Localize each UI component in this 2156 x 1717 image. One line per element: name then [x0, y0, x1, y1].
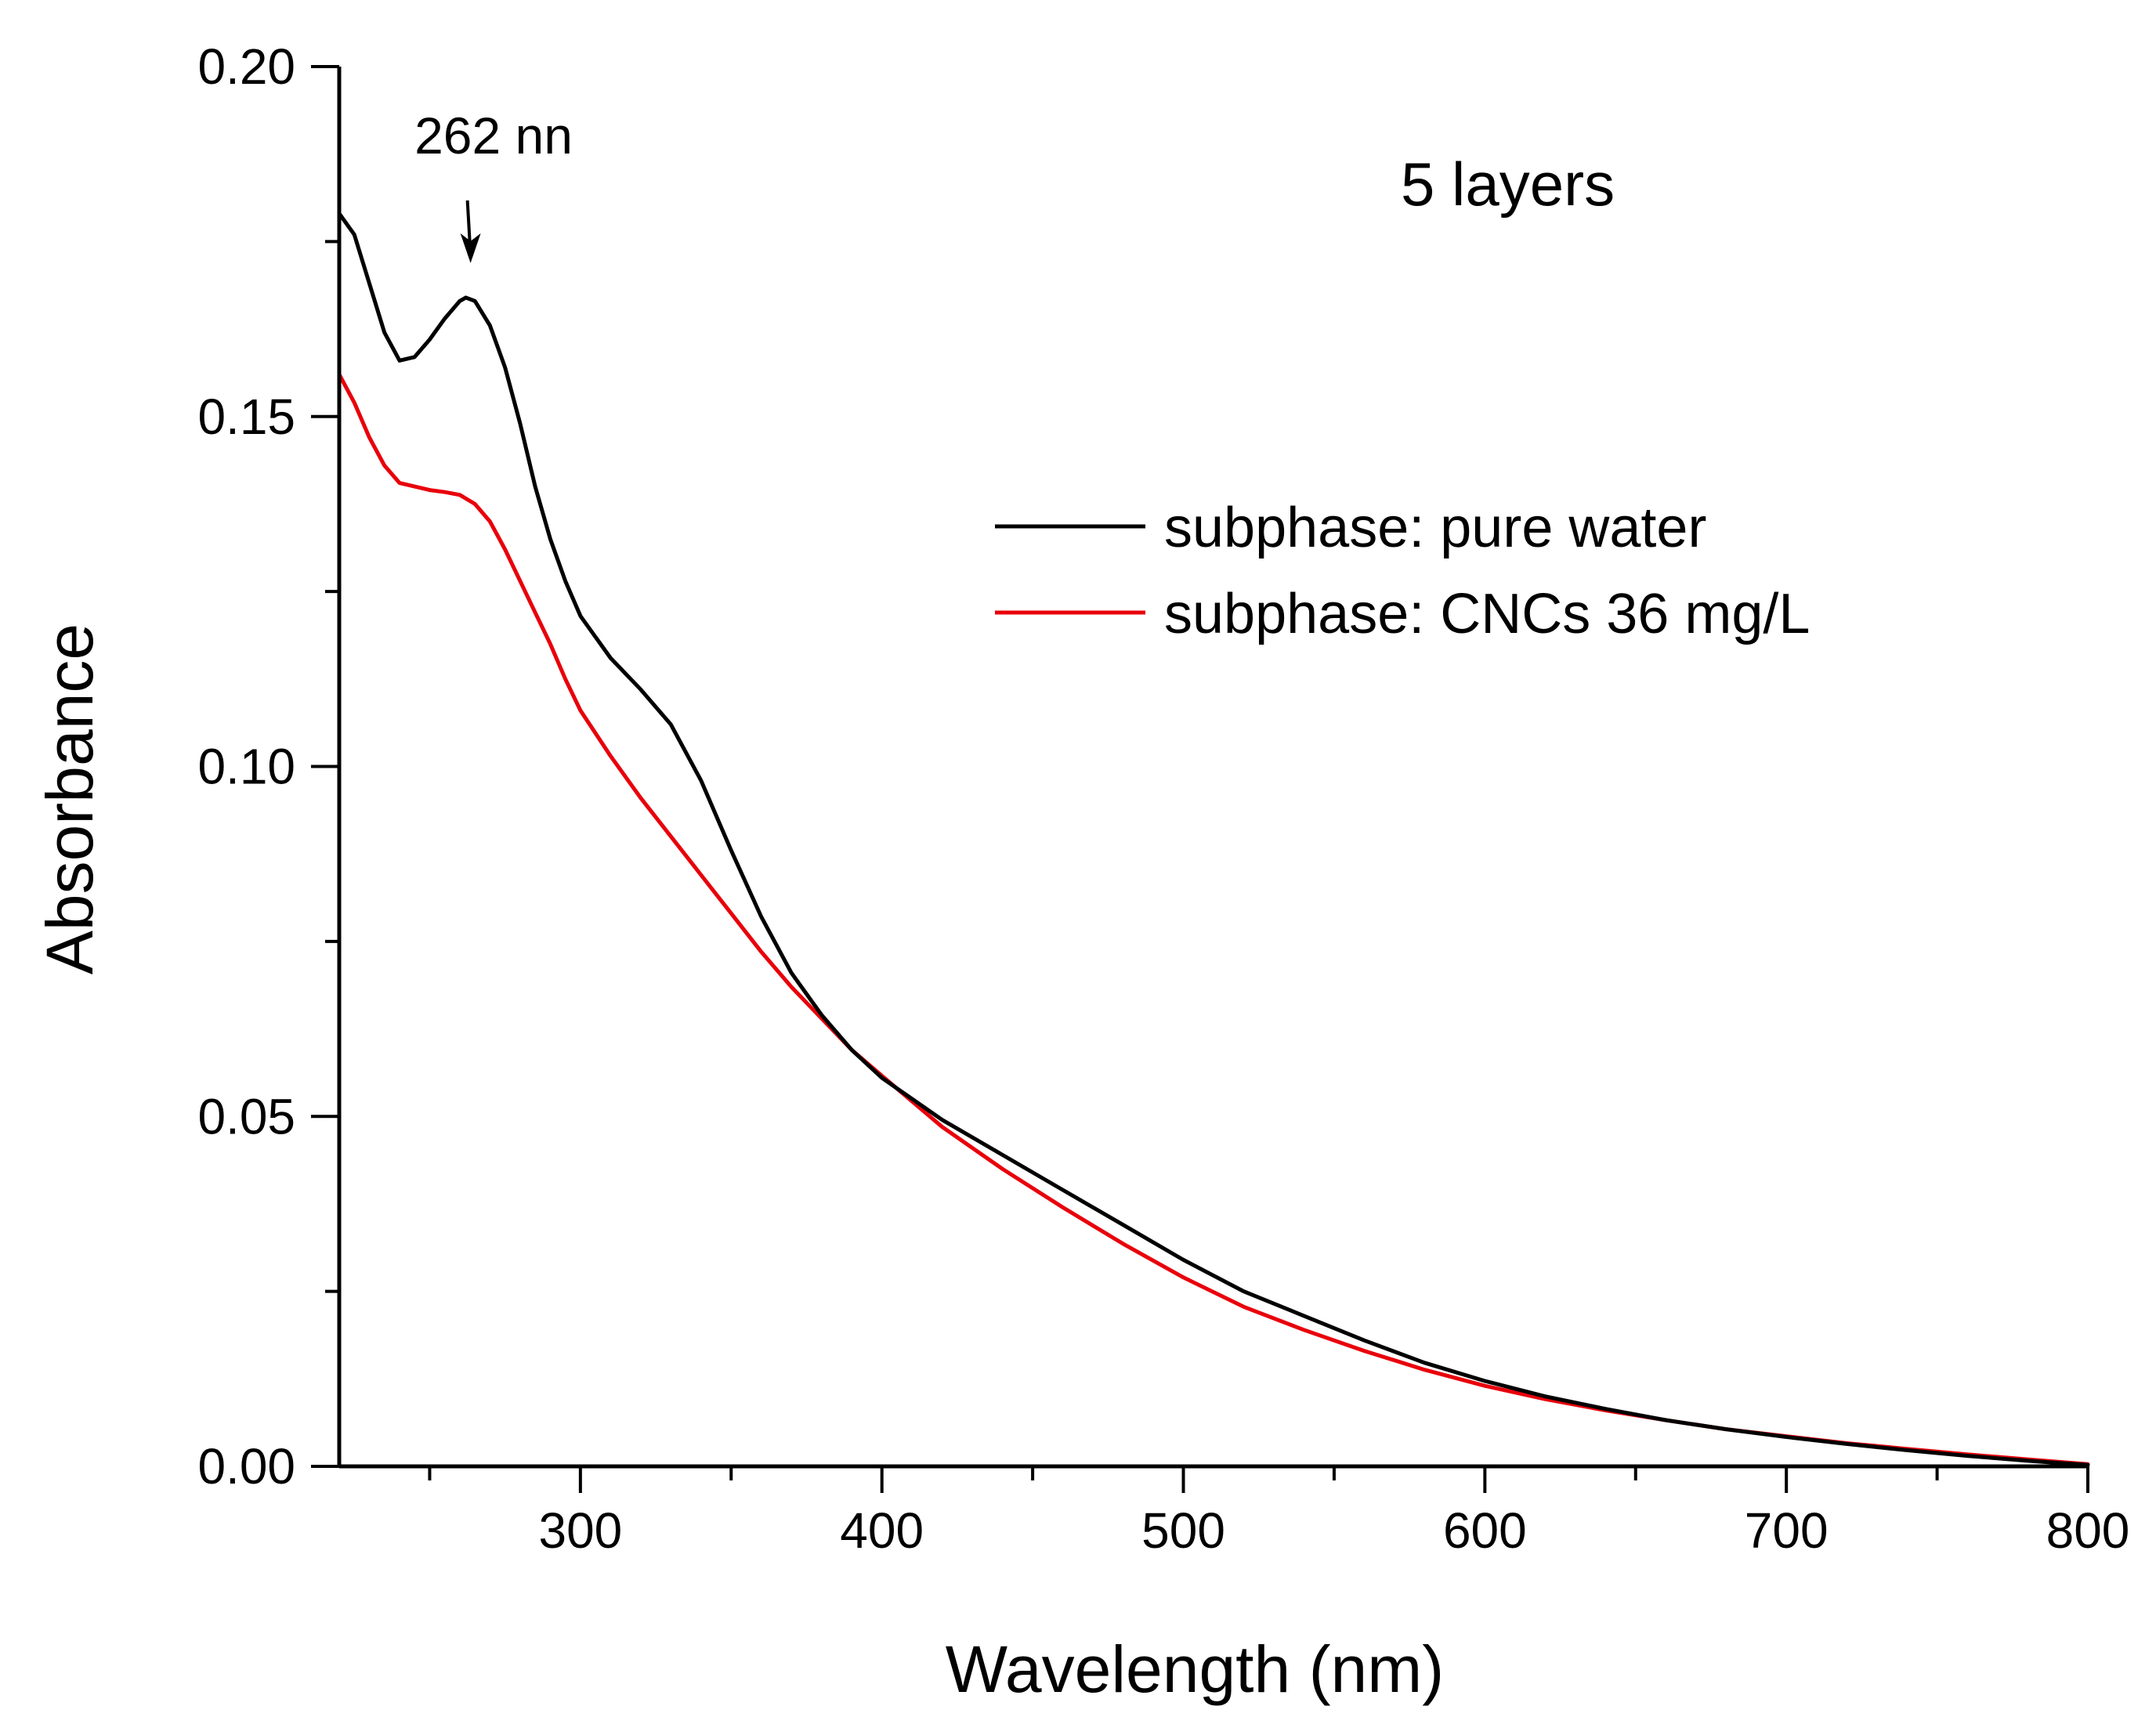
y-tick-label: 0.10 — [197, 739, 295, 795]
peak-annotation-label: 262 nn — [414, 107, 573, 164]
series-line-pure-water — [337, 211, 2090, 1467]
legend-label-cncs: subphase: CNCs 36 mg/L — [1164, 583, 1810, 645]
layers-annotation: 5 layers — [1401, 150, 1615, 219]
x-tick-label: 600 — [1443, 1502, 1527, 1559]
x-tick-label: 400 — [840, 1502, 924, 1559]
y-tick-label: 0.20 — [197, 38, 295, 95]
y-tick-label: 0.00 — [197, 1438, 295, 1495]
tick-labels: 0.00 0.05 0.10 0.15 0.20 300 400 500 600 700 800 — [197, 38, 2129, 1559]
y-tick-label: 0.05 — [197, 1088, 295, 1144]
y-axis-title: Absorbance — [33, 624, 107, 974]
major-ticks — [311, 65, 2089, 1493]
legend-label-pure-water: subphase: pure water — [1164, 497, 1706, 559]
legend: subphase: pure water subphase: CNCs 36 m… — [995, 497, 1810, 645]
peak-arrow-icon — [460, 200, 481, 263]
x-tick-label: 300 — [538, 1502, 622, 1559]
x-tick-label: 500 — [1141, 1502, 1225, 1559]
x-axis-title: Wavelength (nm) — [946, 1632, 1444, 1706]
x-tick-label: 700 — [1745, 1502, 1829, 1559]
y-tick-label: 0.15 — [197, 389, 295, 445]
x-tick-label: 800 — [2046, 1502, 2130, 1559]
series-layer — [337, 211, 2090, 1467]
minor-ticks — [325, 240, 1939, 1480]
